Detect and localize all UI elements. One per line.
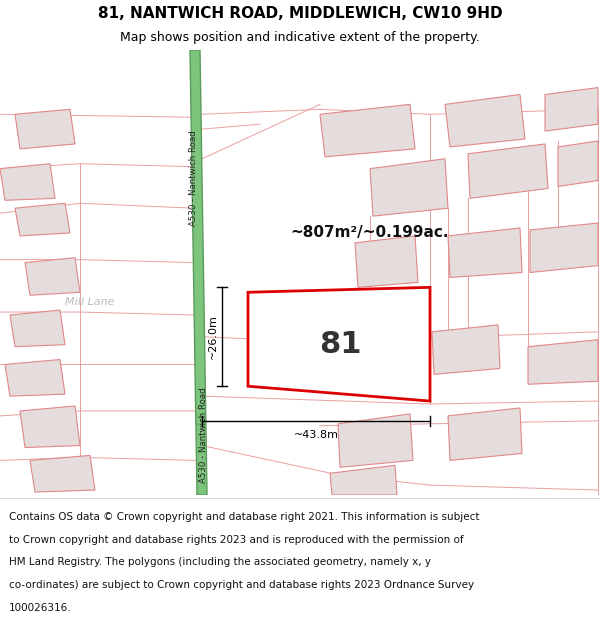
Text: Map shows position and indicative extent of the property.: Map shows position and indicative extent… [120, 31, 480, 44]
Polygon shape [15, 109, 75, 149]
Polygon shape [0, 164, 55, 200]
Polygon shape [558, 141, 598, 186]
Polygon shape [25, 258, 80, 295]
Text: Contains OS data © Crown copyright and database right 2021. This information is : Contains OS data © Crown copyright and d… [9, 512, 479, 522]
Text: ~26.0m: ~26.0m [208, 314, 218, 359]
Polygon shape [545, 88, 598, 131]
Text: HM Land Registry. The polygons (including the associated geometry, namely x, y: HM Land Registry. The polygons (includin… [9, 558, 431, 568]
Polygon shape [432, 325, 500, 374]
Text: ~43.8m: ~43.8m [293, 429, 338, 439]
Polygon shape [338, 414, 413, 468]
Polygon shape [340, 335, 398, 386]
Polygon shape [20, 406, 80, 447]
Polygon shape [445, 94, 525, 147]
Text: A530 - Nantwich Road: A530 - Nantwich Road [199, 388, 209, 484]
Polygon shape [448, 228, 522, 278]
Text: ~807m²/~0.199ac.: ~807m²/~0.199ac. [291, 226, 449, 241]
Polygon shape [448, 408, 522, 461]
Polygon shape [528, 340, 598, 384]
Polygon shape [190, 50, 207, 495]
Polygon shape [10, 310, 65, 347]
Polygon shape [355, 236, 418, 288]
Text: Mill Lane: Mill Lane [65, 297, 115, 307]
Text: co-ordinates) are subject to Crown copyright and database rights 2023 Ordnance S: co-ordinates) are subject to Crown copyr… [9, 580, 474, 590]
Polygon shape [530, 223, 598, 272]
Text: 81: 81 [319, 330, 361, 359]
Polygon shape [30, 456, 95, 492]
Polygon shape [248, 288, 430, 401]
Polygon shape [320, 104, 415, 157]
Text: A530 - Nantwich Road: A530 - Nantwich Road [188, 131, 197, 226]
Text: 100026316.: 100026316. [9, 603, 71, 613]
Polygon shape [330, 466, 397, 495]
Polygon shape [370, 159, 448, 216]
Polygon shape [5, 359, 65, 396]
Polygon shape [468, 144, 548, 198]
Text: 81, NANTWICH ROAD, MIDDLEWICH, CW10 9HD: 81, NANTWICH ROAD, MIDDLEWICH, CW10 9HD [98, 6, 502, 21]
Polygon shape [15, 203, 70, 236]
Text: to Crown copyright and database rights 2023 and is reproduced with the permissio: to Crown copyright and database rights 2… [9, 534, 464, 544]
